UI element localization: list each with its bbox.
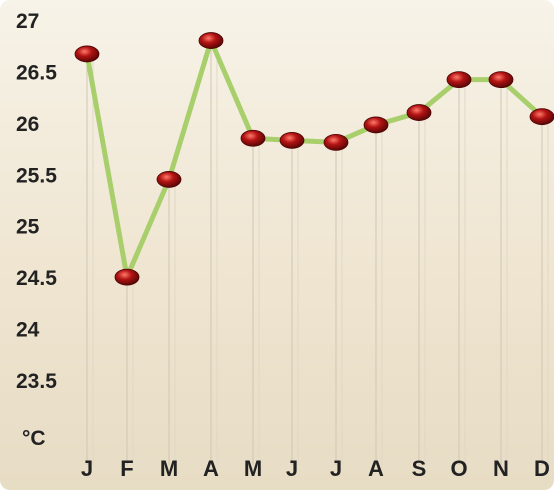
x-tick-label: J — [81, 456, 93, 481]
gridlines — [86, 40, 549, 465]
unit-label: °C — [22, 427, 46, 450]
data-point — [446, 71, 472, 89]
data-point — [488, 71, 514, 89]
x-tick-label: M — [244, 456, 262, 481]
series-line — [84, 38, 545, 280]
y-tick-label: 26.5 — [16, 61, 57, 84]
data-point — [363, 116, 389, 134]
y-axis-labels: 27 26.5 26 25.5 25 24.5 24 23.5 — [16, 10, 57, 393]
data-point — [279, 131, 305, 149]
data-point — [198, 32, 224, 49]
y-tick-label: 27 — [16, 10, 39, 33]
x-tick-label: F — [120, 456, 133, 481]
x-tick-label: A — [203, 456, 219, 481]
x-tick-label: M — [160, 456, 178, 481]
x-tick-label: J — [286, 456, 298, 481]
x-tick-label: J — [330, 456, 342, 481]
x-tick-label: D — [534, 456, 550, 481]
data-point — [114, 268, 140, 286]
y-tick-label: 24.5 — [16, 267, 57, 290]
data-point — [74, 45, 100, 63]
data-point — [406, 104, 432, 121]
x-tick-label: O — [450, 456, 467, 481]
data-point — [529, 108, 554, 126]
x-tick-label: A — [368, 456, 384, 481]
y-tick-label: 25 — [16, 216, 40, 239]
y-tick-label: 24 — [16, 319, 40, 342]
y-tick-label: 26 — [16, 113, 39, 136]
y-tick-label: 23.5 — [16, 370, 57, 393]
x-tick-label: N — [493, 456, 509, 481]
data-point — [323, 133, 349, 151]
y-tick-label: 25.5 — [16, 164, 57, 187]
data-point — [240, 129, 266, 147]
data-markers — [74, 32, 554, 286]
x-tick-label: S — [412, 456, 427, 481]
data-point — [156, 171, 182, 188]
